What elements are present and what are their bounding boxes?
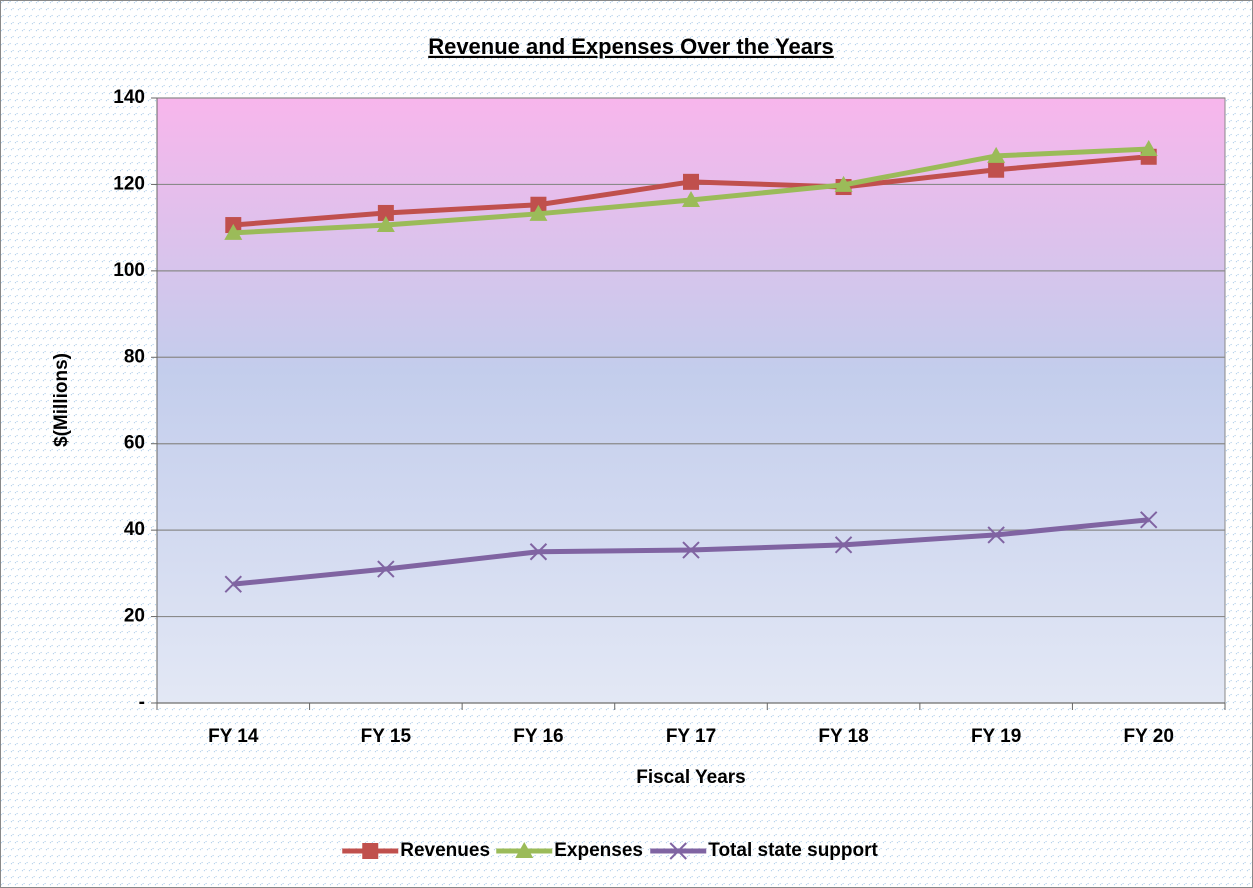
data-point: [683, 173, 699, 190]
x-tick-label: FY 16: [513, 726, 563, 747]
chart-title: Revenue and Expenses Over the Years: [428, 34, 834, 59]
y-tick-label: 20: [124, 606, 145, 627]
x-tick-label: FY 19: [971, 726, 1021, 747]
data-point: [377, 560, 395, 578]
data-point: [529, 204, 548, 221]
legend-marker: [362, 843, 379, 859]
x-tick-label: FY 15: [361, 726, 412, 747]
y-tick-label: 140: [113, 87, 145, 108]
legend-label: Total state support: [708, 840, 878, 861]
legend-label: Expenses: [554, 840, 643, 861]
data-point: [682, 541, 700, 559]
y-tick-label: -: [139, 692, 145, 713]
data-point: [377, 204, 394, 221]
x-axis-label: Fiscal Years: [636, 767, 746, 788]
legend-marker: [669, 842, 687, 860]
data-point: [987, 146, 1006, 163]
y-tick-label: 40: [124, 519, 145, 540]
data-point: [376, 216, 395, 233]
y-tick-label: 100: [113, 260, 145, 281]
data-point: [682, 190, 700, 207]
data-point: [224, 575, 242, 593]
data-point: [834, 536, 853, 554]
data-point: [1139, 139, 1158, 156]
legend-label: Revenues: [400, 840, 490, 861]
data-point: [224, 223, 243, 240]
y-axis-label: $(Millions): [51, 353, 72, 447]
y-tick-label: 120: [113, 173, 145, 194]
y-tick-label: 80: [124, 346, 145, 367]
x-tick-label: FY 14: [208, 726, 259, 747]
legend-marker: [515, 842, 534, 858]
x-tick-label: FY 20: [1124, 726, 1174, 747]
data-point: [988, 161, 1005, 178]
data-point: [1140, 511, 1158, 529]
data-point: [987, 526, 1005, 544]
data-point: [530, 196, 547, 213]
x-tick-label: FY 18: [818, 726, 868, 747]
data-point: [529, 543, 548, 561]
x-tick-label: FY 17: [666, 726, 716, 747]
y-tick-label: 60: [124, 433, 145, 454]
data-point: [834, 175, 853, 192]
